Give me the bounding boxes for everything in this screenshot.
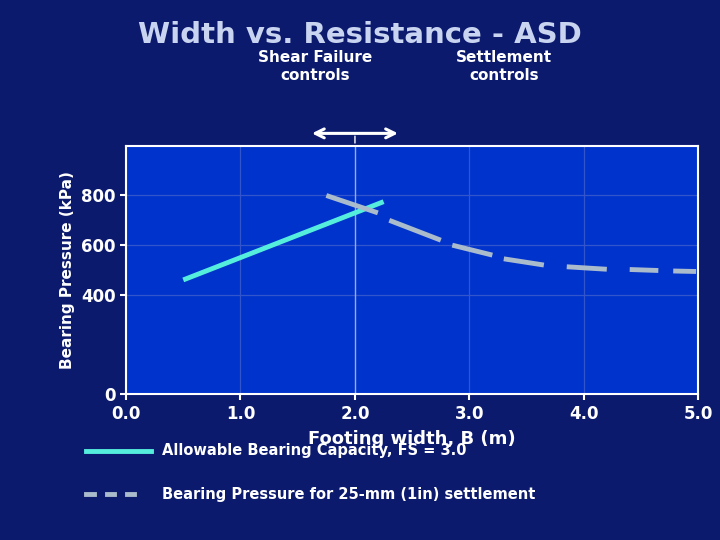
Text: Settlement
controls: Settlement controls: [456, 50, 552, 83]
Text: Allowable Bearing Capacity, FS = 3.0: Allowable Bearing Capacity, FS = 3.0: [162, 443, 467, 458]
Text: Shear Failure
controls: Shear Failure controls: [258, 50, 372, 83]
X-axis label: Footing width, B (m): Footing width, B (m): [308, 429, 516, 448]
Text: Bearing Pressure for 25-mm (1in) settlement: Bearing Pressure for 25-mm (1in) settlem…: [162, 487, 536, 502]
Y-axis label: Bearing Pressure (kPa): Bearing Pressure (kPa): [60, 171, 76, 369]
Text: Width vs. Resistance - ASD: Width vs. Resistance - ASD: [138, 21, 582, 49]
